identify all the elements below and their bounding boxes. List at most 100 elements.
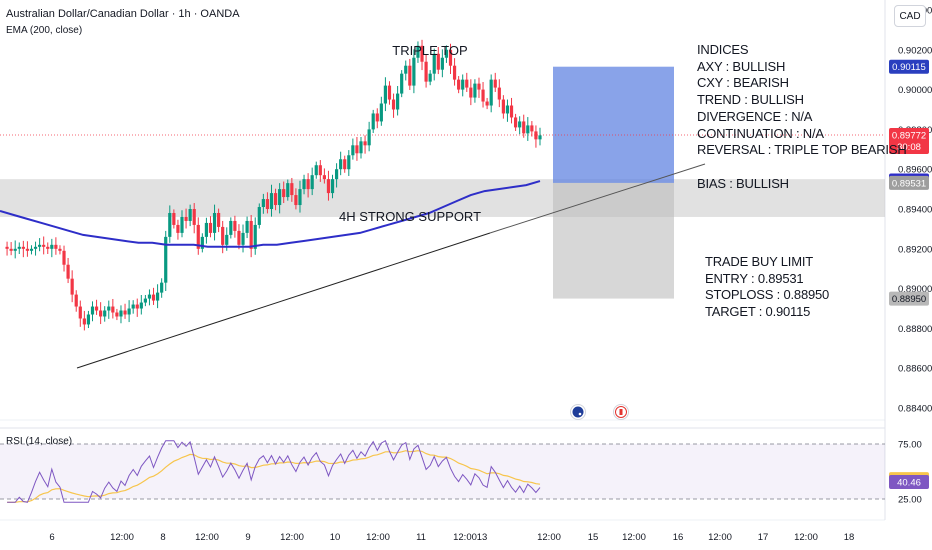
trendline-main[interactable]: [76, 232, 491, 369]
candle-body: [168, 212, 172, 237]
candle-body: [99, 310, 103, 317]
candle-body: [90, 306, 95, 315]
candle-body: [379, 103, 383, 122]
rsi-badge-value: 40.46: [897, 477, 921, 488]
indices-note[interactable]: INDICES AXY : BULLISH CXY : BEARISH TREN…: [697, 42, 907, 192]
candle-body: [306, 179, 310, 190]
candle-body: [261, 199, 265, 208]
trade-line: ENTRY : 0.89531: [705, 270, 804, 286]
price-badge: [889, 59, 929, 74]
rsi-indicator-label[interactable]: RSI (14, close): [6, 436, 73, 447]
candle-body: [326, 179, 331, 194]
support-band: [0, 179, 885, 217]
indices-line: CXY : BEARISH: [697, 75, 789, 91]
price-tick-label: 0.89400: [898, 205, 932, 216]
candle-body: [469, 87, 473, 98]
time-tick-label: 12:00: [366, 532, 390, 543]
candle-body: [253, 224, 257, 249]
currency-button[interactable]: CAD: [894, 5, 926, 27]
candle-body: [290, 183, 294, 196]
time-tick-label: 18: [844, 532, 855, 543]
candle-body: [481, 89, 485, 102]
candle-body: [432, 53, 436, 74]
candle-body: [448, 49, 453, 66]
candle-body: [363, 141, 367, 146]
candle-body: [412, 57, 416, 86]
candle-body: [310, 175, 314, 190]
candle-body: [278, 189, 282, 206]
price-badges: 0.901150.8977230:080.895430.895310.88950…: [889, 59, 929, 489]
trade-note[interactable]: TRADE BUY LIMIT ENTRY : 0.89531 STOPLOSS…: [705, 254, 829, 321]
candle-body: [273, 193, 278, 206]
candle-body: [155, 292, 160, 301]
candle-body: [538, 135, 542, 140]
candle-body: [188, 209, 192, 221]
price-tick-label: 0.88800: [898, 324, 932, 335]
candle-body: [465, 79, 469, 88]
price-tick-label: 0.89600: [898, 165, 932, 176]
candle-body: [355, 145, 359, 154]
candle-body: [286, 183, 290, 198]
candle-body: [497, 87, 501, 100]
trade-line: TARGET : 0.90115: [705, 304, 811, 320]
time-tick-label: 12:00: [110, 532, 134, 543]
candle-body: [229, 220, 233, 235]
candle-body: [473, 83, 477, 98]
candle-body: [46, 246, 50, 249]
target-zone[interactable]: [553, 66, 674, 183]
candle-body: [367, 129, 371, 146]
candle-body: [164, 236, 168, 283]
candle-body: [127, 308, 131, 315]
candle-body: [509, 105, 514, 118]
candle-body: [86, 314, 91, 325]
time-tick-label: 12:00: [453, 532, 477, 543]
candle-body: [94, 306, 99, 311]
event-icon-au[interactable]: [570, 404, 586, 420]
candle-body: [522, 121, 526, 134]
time-tick-label: 12:00: [280, 532, 304, 543]
price-badge: [889, 127, 929, 154]
candle-body: [9, 248, 13, 251]
candle-body: [180, 216, 184, 233]
price-badge: [889, 175, 929, 190]
candle-body: [420, 45, 424, 62]
candle-body: [318, 165, 322, 176]
time-tick-label: 17: [758, 532, 769, 543]
rsi-ma-line: [7, 450, 541, 503]
candle-body: [530, 125, 534, 132]
symbol-title[interactable]: Australian Dollar/Canadian Dollar · 1h ·…: [6, 8, 240, 20]
candle-body: [452, 65, 457, 80]
event-icon-ca[interactable]: [613, 404, 629, 420]
candle-body: [428, 73, 432, 82]
price-badge-value: 0.88950: [892, 294, 926, 305]
candle-body: [518, 121, 522, 128]
candle-body: [42, 244, 46, 247]
candle-body: [33, 246, 38, 249]
time-tick-label: 12:00: [794, 532, 818, 543]
time-tick-label: 8: [160, 532, 165, 543]
stop-zone[interactable]: [553, 182, 674, 299]
candle-body: [184, 216, 188, 221]
price-tick-label: 0.90000: [898, 85, 932, 96]
indices-line: CONTINUATION : N/A: [697, 125, 824, 141]
ema-indicator-label[interactable]: EMA (200, close): [6, 25, 83, 36]
triple-top-label: TRIPLE TOP: [392, 43, 467, 58]
candle-body: [436, 53, 440, 70]
candle-body: [371, 113, 375, 130]
candle-body: [237, 230, 241, 245]
time-ticks: 6 12:00 8 12:00 9 12:00 10 12:00 11 12:00 13 12:00 1…: [49, 440, 921, 544]
candle-body: [241, 232, 245, 245]
indices-line: DIVERGENCE : N/A: [697, 108, 813, 124]
indices-line: REVERSAL : TRIPLE TOP BEARISH: [697, 142, 907, 158]
candle-body: [196, 224, 200, 249]
price-badge-value: 0.89772: [892, 130, 926, 141]
candle-body: [343, 159, 347, 170]
candle-body: [269, 193, 274, 210]
trendline-extension[interactable]: [489, 163, 706, 234]
indices-line: TREND : BULLISH: [697, 92, 804, 108]
indices-line: [697, 159, 907, 176]
candle-body: [78, 306, 82, 319]
candle-body: [534, 131, 538, 140]
candle-body: [298, 189, 302, 206]
